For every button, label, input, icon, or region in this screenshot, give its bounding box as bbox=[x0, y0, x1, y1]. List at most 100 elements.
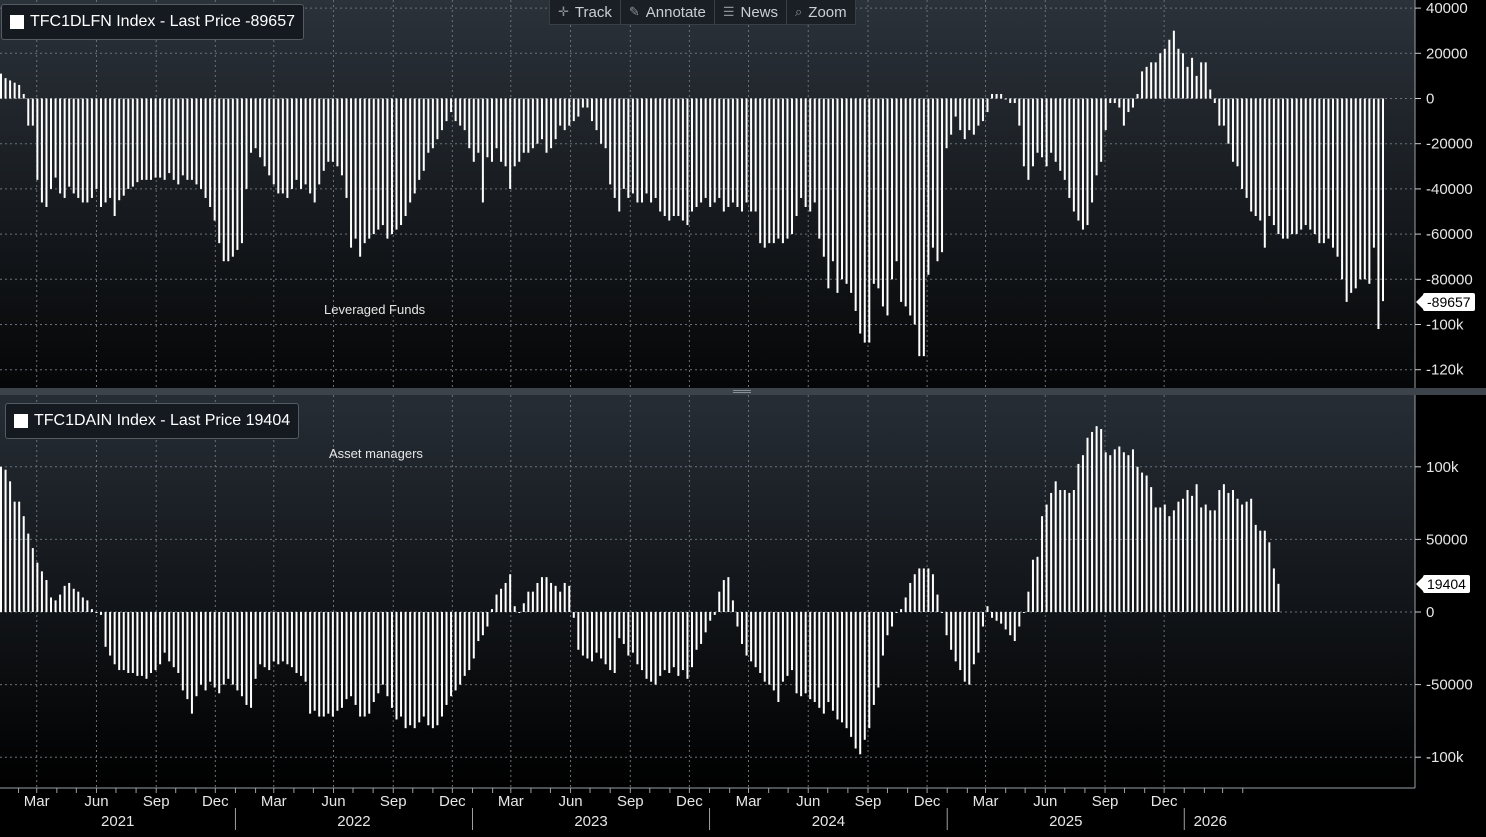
bar bbox=[713, 98, 716, 203]
bar bbox=[813, 612, 816, 703]
bar bbox=[31, 548, 34, 612]
bar bbox=[236, 98, 239, 250]
bar bbox=[595, 612, 598, 653]
bar bbox=[118, 612, 121, 671]
bar bbox=[327, 612, 330, 714]
bar bbox=[418, 98, 421, 180]
bar bbox=[377, 98, 380, 230]
news-label: News bbox=[740, 3, 778, 21]
bar bbox=[186, 98, 189, 180]
bar bbox=[354, 612, 357, 705]
bar bbox=[1027, 98, 1030, 180]
bar bbox=[1154, 62, 1157, 99]
bar bbox=[941, 98, 944, 253]
annotate-label: Annotate bbox=[645, 3, 706, 21]
bar bbox=[1009, 98, 1012, 104]
legend-top[interactable]: TFC1DLFN Index - Last Price -89657 bbox=[1, 4, 304, 40]
bar bbox=[1136, 466, 1139, 612]
bar bbox=[1081, 455, 1084, 612]
bar bbox=[954, 98, 957, 117]
bar bbox=[622, 612, 625, 644]
bar bbox=[695, 98, 698, 207]
bar bbox=[1236, 498, 1239, 612]
bar bbox=[741, 612, 744, 644]
bar bbox=[977, 98, 980, 126]
bar bbox=[400, 98, 403, 226]
bar bbox=[1168, 39, 1171, 99]
bar bbox=[863, 612, 866, 740]
bar bbox=[427, 98, 430, 153]
bar bbox=[672, 98, 675, 217]
bar bbox=[759, 98, 762, 244]
bar bbox=[245, 98, 248, 189]
bar bbox=[872, 98, 875, 284]
bar bbox=[172, 612, 175, 668]
bar bbox=[881, 612, 884, 656]
legend-bottom[interactable]: TFC1DAIN Index - Last Price 19404 bbox=[5, 403, 300, 439]
bar bbox=[1191, 495, 1194, 612]
bar bbox=[1222, 98, 1225, 126]
bar bbox=[190, 612, 193, 714]
bar bbox=[572, 98, 575, 122]
bar bbox=[186, 612, 189, 700]
annotate-button[interactable]: ✎ Annotate bbox=[621, 0, 715, 24]
bar bbox=[290, 612, 293, 668]
y-tick-label: 20000 bbox=[1426, 45, 1468, 62]
bar bbox=[100, 98, 103, 207]
bar bbox=[140, 612, 143, 676]
bar bbox=[1372, 98, 1375, 248]
bar bbox=[1231, 98, 1234, 162]
news-button[interactable]: ☰ News bbox=[715, 0, 787, 24]
bar bbox=[850, 98, 853, 293]
bar bbox=[1268, 98, 1271, 217]
last-value-tag-top: -89657 bbox=[1416, 293, 1475, 311]
y-tick-label: -60000 bbox=[1426, 226, 1473, 243]
bar bbox=[1218, 98, 1221, 126]
bar bbox=[200, 612, 203, 685]
bar bbox=[1277, 98, 1280, 235]
bar bbox=[836, 612, 839, 720]
bar bbox=[540, 98, 543, 140]
crosshair-icon: ✛ bbox=[558, 4, 569, 19]
bar bbox=[468, 98, 471, 149]
bar bbox=[831, 98, 834, 262]
bar bbox=[440, 98, 443, 131]
bar bbox=[318, 98, 321, 185]
bar bbox=[272, 98, 275, 185]
bar bbox=[18, 501, 21, 612]
annotation-asset-managers: Asset managers bbox=[329, 446, 423, 461]
bar bbox=[477, 612, 480, 642]
bar bbox=[468, 612, 471, 671]
bar bbox=[845, 612, 848, 729]
bar bbox=[459, 98, 462, 126]
bar bbox=[168, 98, 171, 174]
bar bbox=[718, 98, 721, 198]
bar bbox=[100, 612, 103, 615]
bar bbox=[663, 98, 666, 217]
bar bbox=[1200, 62, 1203, 99]
bar bbox=[218, 98, 221, 244]
bar bbox=[454, 612, 457, 691]
bar bbox=[295, 98, 298, 180]
x-month-label: Mar bbox=[973, 793, 999, 810]
bar bbox=[463, 612, 466, 676]
bar bbox=[1050, 492, 1053, 612]
bar bbox=[1350, 98, 1353, 293]
bar bbox=[481, 612, 484, 636]
bar bbox=[209, 98, 212, 207]
bar bbox=[331, 612, 334, 717]
bar bbox=[122, 98, 125, 196]
bar bbox=[618, 98, 621, 212]
bar bbox=[931, 574, 934, 612]
bar bbox=[154, 612, 157, 671]
bar bbox=[1150, 487, 1153, 612]
track-button[interactable]: ✛ Track bbox=[550, 0, 621, 24]
zoom-button[interactable]: ⌕ Zoom bbox=[787, 0, 855, 24]
bar bbox=[136, 98, 139, 183]
bar bbox=[445, 612, 448, 705]
bar bbox=[1281, 98, 1284, 239]
bar bbox=[768, 98, 771, 244]
bar bbox=[95, 98, 98, 189]
